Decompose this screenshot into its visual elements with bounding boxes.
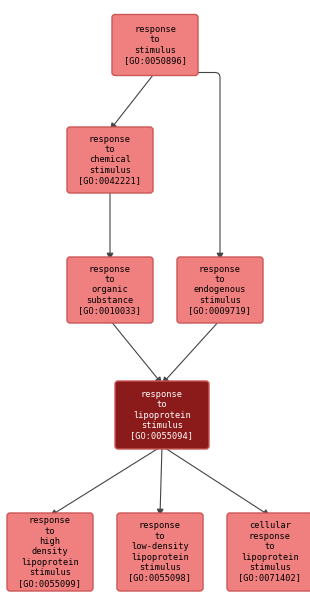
FancyBboxPatch shape [67, 127, 153, 193]
FancyBboxPatch shape [227, 513, 310, 591]
Text: response
to
stimulus
[GO:0050896]: response to stimulus [GO:0050896] [123, 25, 187, 65]
Text: response
to
chemical
stimulus
[GO:0042221]: response to chemical stimulus [GO:004222… [78, 134, 141, 185]
FancyBboxPatch shape [115, 381, 209, 449]
Text: response
to
high
density
lipoprotein
stimulus
[GO:0055099]: response to high density lipoprotein sti… [19, 516, 82, 588]
FancyBboxPatch shape [7, 513, 93, 591]
FancyBboxPatch shape [67, 257, 153, 323]
Text: response
to
organic
substance
[GO:0010033]: response to organic substance [GO:001003… [78, 265, 141, 316]
Text: response
to
lipoprotein
stimulus
[GO:0055094]: response to lipoprotein stimulus [GO:005… [131, 390, 193, 440]
FancyBboxPatch shape [177, 257, 263, 323]
Text: cellular
response
to
lipoprotein
stimulus
[GO:0071402]: cellular response to lipoprotein stimulu… [238, 521, 302, 583]
Text: response
to
endogenous
stimulus
[GO:0009719]: response to endogenous stimulus [GO:0009… [188, 265, 251, 316]
FancyBboxPatch shape [112, 14, 198, 76]
Text: response
to
low-density
lipoprotein
stimulus
[GO:0055098]: response to low-density lipoprotein stim… [129, 521, 192, 583]
FancyBboxPatch shape [117, 513, 203, 591]
